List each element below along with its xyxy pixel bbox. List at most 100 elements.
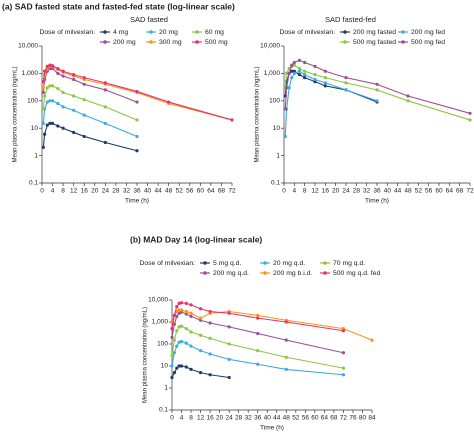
legend-marker: [401, 40, 405, 44]
legend-label: 500 mg q.d. fed: [333, 270, 380, 277]
y-tick-label: 1: [276, 152, 280, 159]
x-tick-label: 32: [363, 188, 371, 195]
data-point: [177, 308, 181, 312]
data-point: [82, 134, 86, 139]
x-tick-label: 28: [353, 188, 361, 195]
x-tick-label: 48: [283, 415, 291, 422]
x-tick-label: 40: [384, 188, 392, 195]
data-point: [177, 311, 181, 315]
data-point: [283, 134, 287, 139]
y-tick-label: 10,000: [260, 43, 280, 50]
x-tick-label: 60: [435, 188, 443, 195]
legend-label: 60 mg: [205, 29, 224, 36]
data-point: [82, 76, 86, 80]
y-tick-label: 0.1: [29, 180, 38, 187]
data-point: [341, 351, 346, 355]
data-point: [290, 76, 294, 80]
x-tick-label: 40: [264, 415, 272, 422]
data-point: [189, 330, 193, 334]
data-point: [50, 64, 55, 68]
y-tick-label: 0.1: [271, 180, 280, 187]
x-axis-label: Time (h): [260, 425, 284, 432]
data-point: [297, 73, 302, 77]
data-point: [198, 371, 203, 375]
y-tick-label: 1,000: [152, 319, 169, 326]
x-tick-label: 52: [176, 188, 184, 195]
data-point: [103, 121, 107, 125]
legend-marker: [149, 40, 153, 44]
legend-marker: [195, 30, 199, 34]
legend-marker: [203, 261, 207, 265]
x-tick-label: 64: [446, 188, 454, 195]
x-tick-label: 44: [394, 188, 402, 195]
data-point: [227, 375, 231, 380]
data-point: [256, 349, 260, 353]
series-line: [171, 340, 344, 376]
legend-marker: [263, 271, 267, 275]
data-point: [170, 335, 174, 339]
data-point: [198, 349, 203, 353]
data-point: [313, 73, 317, 77]
data-point: [341, 366, 346, 370]
data-point: [375, 88, 379, 92]
data-point: [184, 312, 188, 316]
x-tick-label: 28: [235, 415, 243, 422]
data-point: [103, 81, 107, 85]
data-point: [189, 311, 193, 315]
data-point: [41, 80, 45, 84]
data-point: [175, 329, 179, 333]
x-tick-label: 52: [415, 188, 423, 195]
data-point: [45, 86, 49, 90]
data-point: [179, 324, 184, 328]
x-tick-label: 36: [133, 188, 141, 195]
legend-label: 200 mg: [113, 39, 136, 46]
data-point: [170, 364, 174, 368]
x-tick-label: 0: [170, 415, 174, 422]
data-point: [290, 69, 294, 73]
legend-label: 70 mg q.d.: [333, 260, 365, 267]
x-tick-label: 0: [282, 188, 286, 195]
legend-label: 20 mg: [159, 29, 178, 36]
x-tick-label: 12: [311, 188, 319, 195]
x-tick-label: 8: [61, 188, 65, 195]
data-point: [292, 63, 296, 67]
y-tick-label: 1: [164, 385, 168, 392]
data-point: [179, 364, 184, 368]
y-tick-label: 10,000: [148, 297, 168, 304]
legend-marker: [263, 261, 267, 265]
data-point: [48, 99, 52, 103]
x-tick-label: 48: [404, 188, 412, 195]
data-point: [208, 373, 212, 377]
data-point: [61, 126, 65, 130]
data-point: [56, 71, 60, 75]
legend-marker: [103, 30, 107, 34]
x-tick-label: 68: [330, 415, 338, 422]
data-point: [172, 322, 176, 326]
legend-marker: [343, 40, 347, 44]
x-tick-label: 4: [51, 188, 55, 195]
data-point: [175, 366, 179, 370]
data-point: [175, 344, 179, 348]
data-point: [56, 66, 60, 71]
data-point: [344, 88, 348, 92]
data-point: [56, 86, 60, 91]
x-tick-label: 56: [186, 188, 194, 195]
x-tick-label: 24: [102, 188, 110, 195]
data-point: [61, 69, 65, 73]
panel-title: (a) SAD fasted state and fasted-fed stat…: [2, 1, 235, 11]
data-point: [135, 134, 139, 139]
data-point: [290, 63, 294, 67]
data-point: [406, 99, 410, 103]
data-point: [198, 316, 203, 320]
x-tick-label: 68: [218, 188, 226, 195]
data-point: [167, 100, 171, 104]
y-tick-label: 0.1: [159, 407, 168, 414]
data-point: [135, 149, 139, 153]
y-axis-label: Mean plasma concentration (ng/mL): [13, 66, 19, 162]
data-point: [179, 339, 184, 344]
x-tick-label: 36: [254, 415, 262, 422]
data-point: [135, 118, 139, 122]
data-point: [375, 82, 379, 86]
x-tick-label: 8: [189, 415, 193, 422]
data-point: [103, 140, 107, 145]
